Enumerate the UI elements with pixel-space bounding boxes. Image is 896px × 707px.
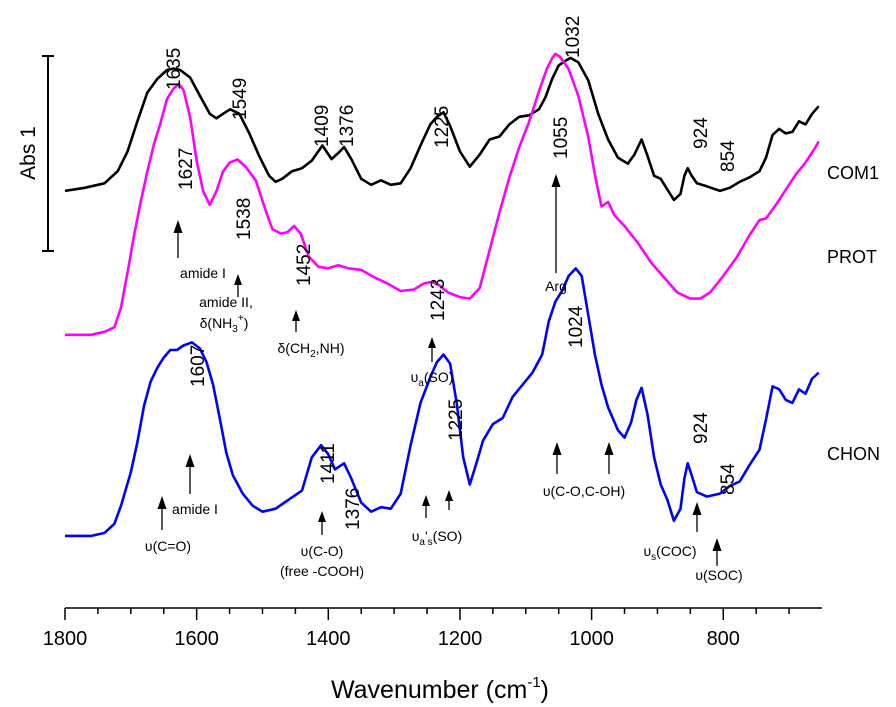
annotation-amide-ii: amide II, xyxy=(199,294,253,310)
annotation-nu-co-coh: υ(C-O,C-OH) xyxy=(543,483,625,499)
series-line-com1 xyxy=(64,56,820,202)
x-axis-title: Wavenumber (cm-1) xyxy=(331,674,549,704)
peak-label: 924 xyxy=(691,117,712,149)
peak-label: 854 xyxy=(718,140,739,172)
arrow-icon xyxy=(234,274,242,297)
annotation-delta-ch2-nh: δ(CH2,NH) xyxy=(277,340,344,360)
peak-label: 1243 xyxy=(428,279,449,321)
annotations: amide I amide II, δ(NH3+) δ(CH2,NH) υa(S… xyxy=(145,265,743,583)
annotation-delta-nh3: δ(NH3+) xyxy=(200,313,249,335)
peak-label: 1411 xyxy=(318,443,339,484)
arrow-icon xyxy=(157,496,167,530)
peak-label: 1225 xyxy=(432,106,453,148)
peak-labels-com1: 1635 1549 1409 1376 1225 1032 924 854 xyxy=(164,16,739,172)
annotation-nu-soc: υ(SOC) xyxy=(695,567,742,583)
peak-label: 1032 xyxy=(563,16,584,58)
peak-label: 1635 xyxy=(164,48,185,90)
annotation-arg: Arg xyxy=(545,278,567,294)
series-label-chon: CHON xyxy=(827,444,880,464)
series-line-prot xyxy=(65,52,820,337)
series-label-com1: COM1 xyxy=(827,163,879,183)
annotation-amide-i-prot: amide I xyxy=(180,265,226,281)
x-tick-label: 1600 xyxy=(174,628,219,650)
annotation-nu-c-eq-o: υ(C=O) xyxy=(145,538,191,554)
peak-label: 1409 xyxy=(312,105,333,147)
series-layer xyxy=(64,52,820,538)
abs-scale-label: Abs 1 xyxy=(17,126,40,180)
arrow-icon xyxy=(712,538,722,566)
series-line-chon xyxy=(65,267,820,538)
peak-label: 1055 xyxy=(551,117,572,159)
annotation-arrows xyxy=(157,174,722,566)
peak-label: 1538 xyxy=(234,198,255,240)
peak-label: 1376 xyxy=(337,105,358,147)
peak-label: 1452 xyxy=(294,244,315,286)
annotation-nu-a-so: υa(SO) xyxy=(411,369,454,389)
peak-label: 1225 xyxy=(446,399,467,441)
arrow-icon xyxy=(185,454,195,494)
peak-labels-chon: 1607 1411 1376 1225 1024 924 854 xyxy=(188,305,739,530)
arrow-icon xyxy=(551,174,561,273)
peak-labels-prot: 1627 1538 1452 1243 1055 xyxy=(176,117,572,321)
arrow-icon xyxy=(552,442,562,474)
peak-label: 1024 xyxy=(566,305,587,348)
series-label-prot: PROT xyxy=(827,247,877,267)
x-tick-label: 1400 xyxy=(306,628,351,650)
arrow-icon xyxy=(604,442,614,474)
peak-label: 1627 xyxy=(176,148,197,190)
x-tick-label: 1000 xyxy=(569,628,614,650)
peak-label: 854 xyxy=(718,463,739,495)
arrow-icon xyxy=(292,310,300,332)
x-ticks: 1800 1600 1400 1200 1000 800 xyxy=(43,608,790,650)
annotation-nu-c-o: υ(C-O) xyxy=(301,543,344,559)
x-axis: 1800 1600 1400 1200 1000 800 Wavenumber (cm-1… xyxy=(43,607,822,704)
arrow-icon xyxy=(692,502,702,532)
abs-scale-bar: Abs 1 xyxy=(17,55,54,252)
peak-label: 1607 xyxy=(188,345,209,387)
arrow-icon xyxy=(173,220,183,258)
annotation-nu-as-so: υa's(SO) xyxy=(412,528,462,548)
arrow-icon xyxy=(422,495,430,518)
x-tick-label: 1200 xyxy=(438,628,483,650)
annotation-free-cooh: (free -COOH) xyxy=(280,563,364,579)
x-tick-label: 1800 xyxy=(43,628,88,650)
arrow-icon xyxy=(445,490,453,510)
annotation-nu-s-coc: υs(COC) xyxy=(643,543,696,563)
peak-label: 1549 xyxy=(230,78,251,120)
peak-label: 924 xyxy=(691,412,712,444)
arrow-icon xyxy=(428,337,436,362)
annotation-amide-i-chon: amide I xyxy=(172,501,218,517)
x-tick-label: 800 xyxy=(707,628,740,650)
arrow-icon xyxy=(318,511,326,535)
peak-label: 1376 xyxy=(343,488,364,530)
